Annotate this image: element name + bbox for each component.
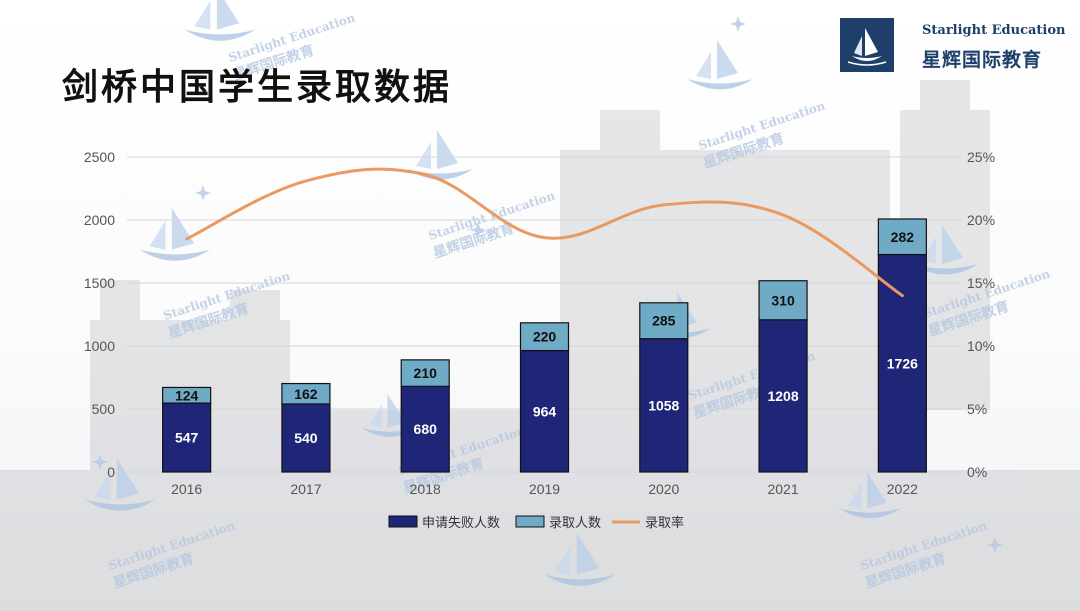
data-label-admitted: 220 <box>533 329 557 345</box>
data-label-failed: 547 <box>175 430 199 446</box>
brand-name-cn: 星辉国际教育 <box>922 49 1043 71</box>
data-label-failed: 680 <box>414 421 438 437</box>
y-left-tick-label: 2500 <box>84 149 115 165</box>
legend-swatch-failed <box>388 515 418 528</box>
brand-logo: Starlight Education 星辉国际教育 <box>840 18 1070 76</box>
brand-name-en: Starlight Education <box>922 23 1066 38</box>
bar-failed <box>877 253 927 473</box>
bar-admitted <box>519 322 570 352</box>
data-label-admitted: 210 <box>414 365 438 381</box>
x-tick-label: 2018 <box>410 481 441 497</box>
x-tick-label: 2017 <box>290 481 321 497</box>
bar-admitted <box>400 359 450 387</box>
bar-admitted <box>758 280 808 321</box>
legend-swatch-admitted <box>515 515 545 528</box>
bar-failed <box>281 403 331 473</box>
x-tick-label: 2019 <box>529 481 560 497</box>
bar-failed <box>639 338 689 473</box>
y-left-tick-label: 1500 <box>84 275 115 291</box>
data-label-admitted: 124 <box>175 387 199 403</box>
data-label-admitted: 285 <box>652 313 676 329</box>
data-label-failed: 1058 <box>648 397 679 413</box>
y-right-tick-label: 5% <box>967 401 987 417</box>
data-label-failed: 964 <box>533 403 557 419</box>
bar-failed <box>758 319 808 473</box>
y-right-tick-label: 25% <box>967 149 995 165</box>
y-right-tick-label: 10% <box>967 338 995 354</box>
x-tick-label: 2021 <box>767 481 798 497</box>
bar-failed <box>162 402 212 473</box>
data-label-failed: 540 <box>294 430 318 446</box>
x-tick-label: 2020 <box>648 481 679 497</box>
y-left-tick-label: 500 <box>92 401 116 417</box>
bar-admitted <box>162 386 212 404</box>
bar-failed <box>519 349 570 473</box>
legend-label: 录取率 <box>645 515 684 531</box>
data-label-admitted: 162 <box>294 386 318 402</box>
x-tick-label: 2016 <box>171 481 202 497</box>
data-label-failed: 1208 <box>767 388 798 404</box>
x-tick-label: 2022 <box>887 481 918 497</box>
data-label-admitted: 310 <box>771 292 795 308</box>
y-left-tick-label: 2000 <box>84 212 115 228</box>
legend-label: 录取人数 <box>549 516 601 531</box>
legend-label: 申请失败人数 <box>422 516 500 531</box>
bar-admitted <box>281 382 331 405</box>
data-label-failed: 1726 <box>887 355 918 371</box>
sailboat-logo-icon <box>840 18 894 72</box>
rate-line <box>185 167 904 298</box>
page-title: 剑桥中国学生录取数据 <box>62 67 453 108</box>
y-right-tick-label: 0% <box>967 464 987 480</box>
y-left-tick-label: 1000 <box>84 338 115 354</box>
bar-admitted <box>877 218 927 256</box>
y-right-tick-label: 15% <box>967 275 995 291</box>
data-label-admitted: 282 <box>891 229 915 245</box>
bar-admitted <box>639 302 689 340</box>
y-right-tick-label: 20% <box>967 212 995 228</box>
y-left-tick-label: 0 <box>107 464 115 480</box>
